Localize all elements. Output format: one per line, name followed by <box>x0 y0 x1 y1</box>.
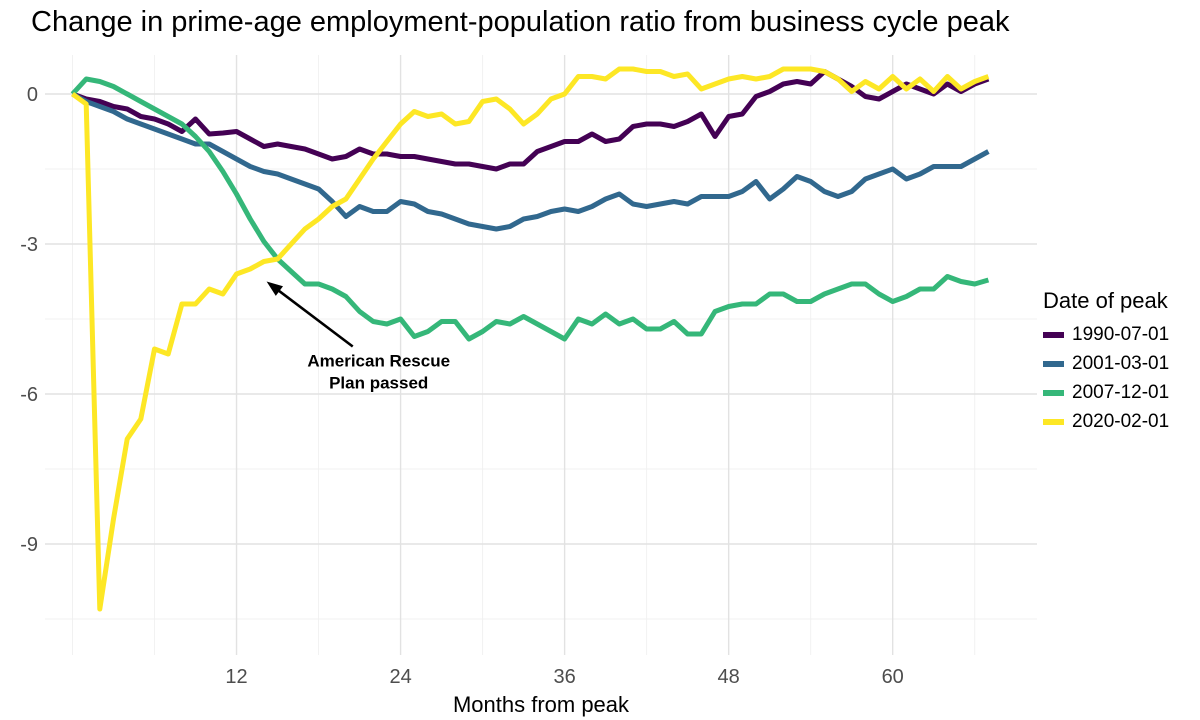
x-axis-title: Months from peak <box>452 692 630 717</box>
legend-key-line <box>1043 390 1064 396</box>
x-tick-label: 60 <box>882 666 904 688</box>
chart-title: Change in prime-age employment-populatio… <box>31 6 1010 38</box>
legend: Date of peak 1990-07-01 2001-03-01 2007-12… <box>1043 288 1199 440</box>
x-tick-label: 36 <box>553 666 575 688</box>
y-tick-label: -3 <box>20 234 38 256</box>
legend-entry-label: 2007-12-01 <box>1072 382 1170 403</box>
series-line-2007-12-01 <box>70 76 990 342</box>
annotation-arrowhead <box>266 281 283 296</box>
x-tick-label: 24 <box>389 666 411 688</box>
y-tick-label: -6 <box>20 384 38 406</box>
legend-entry: 2001-03-01 <box>1043 353 1199 375</box>
legend-key-line <box>1043 332 1064 338</box>
legend-entries: 1990-07-01 2001-03-01 2007-12-01 2020-02-01 <box>1043 324 1199 433</box>
series-line-2020-02-01 <box>71 66 990 612</box>
legend-entry: 1990-07-01 <box>1043 324 1199 346</box>
series-line-2001-03-01 <box>71 91 990 232</box>
legend-title: Date of peak <box>1043 288 1168 313</box>
x-tick-label: 12 <box>225 666 247 688</box>
legend-entry-label: 2020-02-01 <box>1072 411 1170 432</box>
annotation-arrow-shaft <box>272 285 354 348</box>
annotation-text: American Rescue Plan passed <box>307 352 450 393</box>
x-tick-label: 48 <box>718 666 740 688</box>
y-tick-label: -9 <box>20 534 38 556</box>
legend-entry: 2020-02-01 <box>1043 411 1199 433</box>
legend-entry-label: 1990-07-01 <box>1072 324 1170 345</box>
y-tick-label: 0 <box>27 84 38 106</box>
legend-entry: 2007-12-01 <box>1043 382 1199 404</box>
legend-key-line <box>1043 361 1064 367</box>
legend-entry-label: 2001-03-01 <box>1072 353 1170 374</box>
legend-key-line <box>1043 419 1064 425</box>
